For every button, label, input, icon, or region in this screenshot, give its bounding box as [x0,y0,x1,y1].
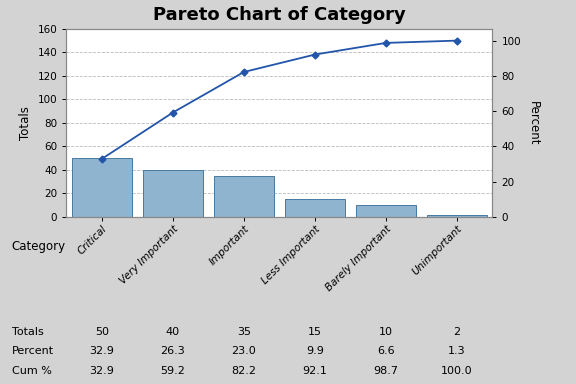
Text: 59.2: 59.2 [160,366,185,376]
Text: 92.1: 92.1 [302,366,327,376]
Text: 82.2: 82.2 [232,366,256,376]
Text: Totals: Totals [12,327,43,337]
Text: 9.9: 9.9 [306,346,324,356]
Bar [356,205,416,217]
Text: Percent: Percent [12,346,54,356]
Text: 23.0: 23.0 [232,346,256,356]
Bar [214,176,274,217]
Text: 10: 10 [379,327,393,337]
Text: 15: 15 [308,327,322,337]
Text: 35: 35 [237,327,251,337]
Text: 50: 50 [95,327,109,337]
Text: 6.6: 6.6 [377,346,395,356]
Text: 100.0: 100.0 [441,366,473,376]
Text: 98.7: 98.7 [373,366,399,376]
Y-axis label: Totals: Totals [19,106,32,140]
Text: 32.9: 32.9 [89,366,114,376]
Text: 40: 40 [166,327,180,337]
Bar [71,158,132,217]
Text: Cum %: Cum % [12,366,51,376]
Bar [285,199,345,217]
Text: 26.3: 26.3 [161,346,185,356]
Bar [143,170,203,217]
Y-axis label: Percent: Percent [526,101,540,145]
Text: 32.9: 32.9 [89,346,114,356]
Bar [427,215,487,217]
Text: 2: 2 [453,327,461,337]
Text: 1.3: 1.3 [448,346,466,356]
Title: Pareto Chart of Category: Pareto Chart of Category [153,7,406,25]
Text: Category: Category [12,240,66,253]
